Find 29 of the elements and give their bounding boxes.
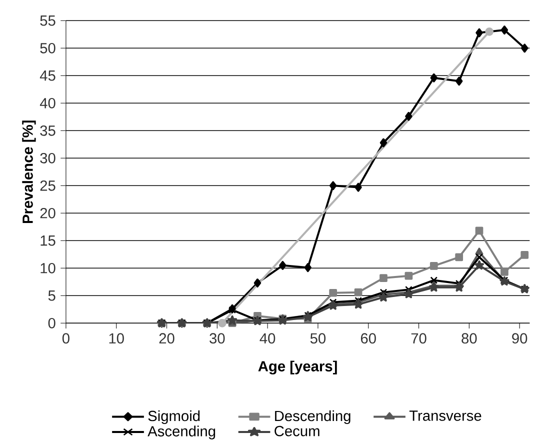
y-tick-label: 35 — [40, 126, 56, 136]
y-tick-label: 50 — [40, 43, 56, 54]
y-axis-title: Prevalence [%] — [22, 120, 36, 224]
y-tick-label: 15 — [40, 236, 56, 246]
y-tick-label: 20 — [40, 208, 56, 219]
x-tick-label: 20 — [159, 333, 174, 344]
y-tick-label: 25 — [40, 180, 56, 192]
y-tick-label: 55 — [40, 16, 56, 26]
y-tick-label: 0 — [48, 318, 56, 329]
x-axis-title: Age [years] — [258, 360, 337, 375]
legend-label: Transverse — [409, 410, 482, 422]
x-tick-label: 60 — [360, 333, 376, 344]
y-tick-label: 5 — [48, 290, 56, 301]
x-tick-label: 10 — [109, 333, 124, 344]
x-tick-label: 50 — [310, 333, 326, 344]
legend-label: Cecum — [274, 426, 320, 436]
legend-label: Ascending — [148, 426, 216, 440]
legend-label: Descending — [275, 410, 350, 424]
y-tick-label: 30 — [40, 153, 56, 164]
x-tick-label: 40 — [260, 333, 276, 344]
x-tick-label: 70 — [411, 333, 426, 344]
x-tick-label: 30 — [210, 333, 225, 344]
y-tick-label: 45 — [40, 70, 56, 81]
legend-label: Sigmoid — [148, 410, 200, 424]
x-tick-label: 80 — [462, 333, 477, 344]
y-tick-label: 40 — [40, 98, 56, 109]
x-tick-label: 0 — [62, 333, 70, 344]
y-tick-label: 10 — [40, 263, 56, 274]
x-tick-label: 90 — [512, 333, 528, 344]
